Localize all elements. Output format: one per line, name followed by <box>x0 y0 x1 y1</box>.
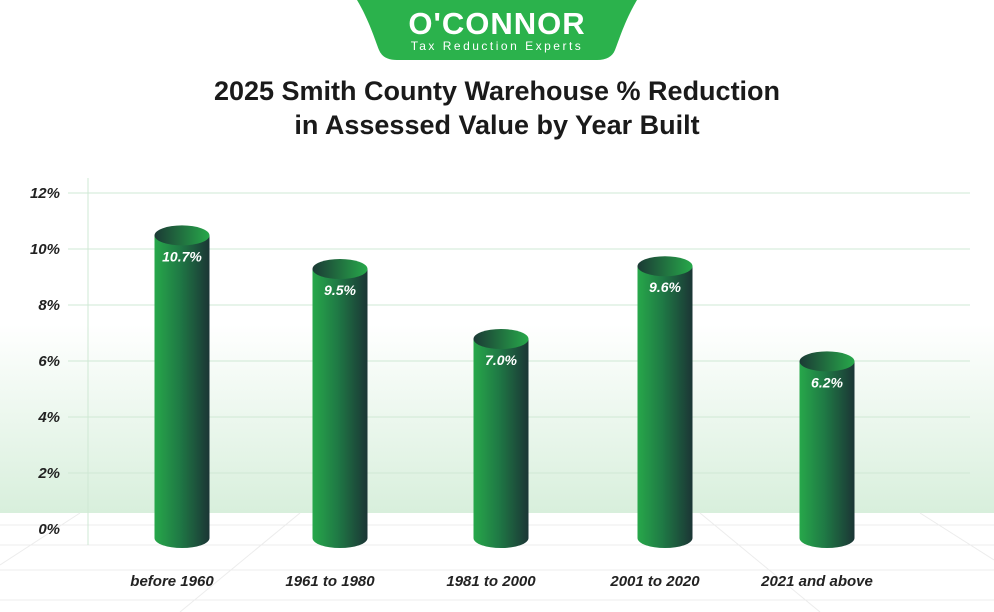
y-tick-label: 8% <box>38 297 60 314</box>
y-tick-label: 10% <box>30 241 60 258</box>
oconnor-logo: O'CONNOR Tax Reduction Experts <box>357 0 637 62</box>
x-tick-label: 2001 to 2020 <box>609 573 700 590</box>
x-tick-label: 2021 and above <box>760 573 873 590</box>
chart-title: 2025 Smith County Warehouse % Reduction … <box>0 74 994 142</box>
y-tick-label: 2% <box>37 465 60 482</box>
bar-top <box>154 225 210 246</box>
chart-title-line-1: 2025 Smith County Warehouse % Reduction <box>213 76 781 106</box>
y-tick-label: 4% <box>37 409 60 426</box>
y-tick-label: 12% <box>30 185 60 202</box>
data-label: 9.6% <box>649 279 681 295</box>
logo-name: O'CONNOR <box>408 6 586 41</box>
y-tick-label: 0% <box>38 521 60 538</box>
bar-body <box>473 339 529 548</box>
bar-top <box>637 256 693 277</box>
data-label: 6.2% <box>811 374 843 390</box>
data-label: 7.0% <box>485 352 517 368</box>
bar: 9.5% <box>312 259 368 548</box>
bar: 7.0% <box>473 329 529 548</box>
y-tick-label: 6% <box>38 353 60 370</box>
bar-body <box>312 269 368 548</box>
data-label: 9.5% <box>324 282 356 298</box>
bar-body <box>154 235 210 548</box>
bar-body <box>637 266 693 548</box>
chart-title-line-2: in Assessed Value by Year Built <box>294 110 700 140</box>
x-tick-label: before 1960 <box>130 573 214 590</box>
bar: 10.7% <box>154 225 210 548</box>
data-label: 10.7% <box>162 248 202 264</box>
bar: 9.6% <box>637 256 693 548</box>
x-tick-label: 1981 to 2000 <box>446 573 536 590</box>
bar-body <box>799 361 855 548</box>
bar-top <box>312 259 368 279</box>
bar-top <box>473 329 529 349</box>
logo-tagline: Tax Reduction Experts <box>410 39 584 53</box>
bar: 6.2% <box>799 351 855 548</box>
x-tick-label: 1961 to 1980 <box>285 573 375 590</box>
bar-top <box>799 351 855 372</box>
